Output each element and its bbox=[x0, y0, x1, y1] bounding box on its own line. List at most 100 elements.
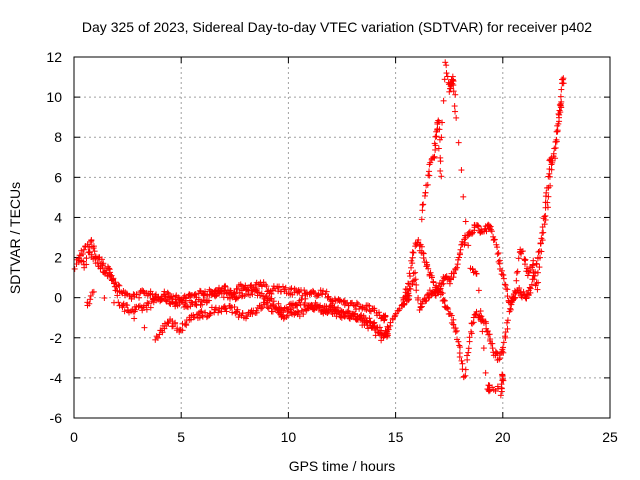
data-point bbox=[523, 265, 530, 272]
data-point bbox=[419, 201, 426, 208]
data-point bbox=[556, 101, 563, 108]
data-point bbox=[421, 192, 428, 199]
data-point bbox=[364, 302, 371, 309]
data-point bbox=[172, 320, 179, 327]
data-point bbox=[512, 294, 519, 301]
data-point bbox=[279, 283, 286, 290]
data-point bbox=[442, 59, 449, 66]
data-point bbox=[554, 128, 561, 135]
data-point bbox=[450, 88, 457, 95]
series-upper-branch bbox=[75, 236, 389, 324]
data-point bbox=[426, 168, 433, 175]
chart-title: Day 325 of 2023, Sidereal Day-to-day VTE… bbox=[82, 19, 592, 35]
data-point bbox=[255, 289, 262, 296]
data-point bbox=[453, 327, 460, 334]
data-point bbox=[503, 319, 510, 326]
data-point bbox=[222, 283, 229, 290]
data-point bbox=[473, 270, 480, 277]
data-point bbox=[552, 155, 559, 162]
data-point bbox=[446, 88, 453, 95]
data-point bbox=[178, 297, 185, 304]
data-point bbox=[353, 299, 360, 306]
data-point bbox=[514, 268, 521, 275]
data-point bbox=[109, 276, 116, 283]
data-point bbox=[202, 309, 209, 316]
series-post-15h-b bbox=[399, 100, 565, 314]
y-tick-label: -2 bbox=[50, 330, 63, 346]
data-point bbox=[314, 292, 321, 299]
x-tick-label: 15 bbox=[388, 429, 404, 445]
data-point bbox=[376, 324, 383, 331]
data-point bbox=[291, 285, 298, 292]
data-point bbox=[526, 269, 533, 276]
y-tick-label: 2 bbox=[54, 250, 62, 266]
data-point bbox=[435, 145, 442, 152]
data-point bbox=[496, 356, 503, 363]
data-point bbox=[441, 76, 448, 83]
data-point bbox=[472, 311, 479, 318]
data-point bbox=[133, 291, 140, 298]
data-point bbox=[205, 297, 212, 304]
data-point bbox=[428, 274, 435, 281]
data-point bbox=[548, 166, 555, 173]
data-point bbox=[504, 325, 511, 332]
data-point bbox=[231, 290, 238, 297]
data-point bbox=[513, 277, 520, 284]
data-point bbox=[395, 307, 402, 314]
data-point bbox=[152, 292, 159, 299]
data-point bbox=[501, 333, 508, 340]
data-point bbox=[409, 249, 416, 256]
data-point bbox=[253, 309, 260, 316]
data-point bbox=[342, 312, 349, 319]
y-tick-label: 10 bbox=[46, 89, 62, 105]
data-point bbox=[459, 360, 466, 367]
data-point bbox=[452, 91, 459, 98]
data-point bbox=[231, 289, 238, 296]
data-point bbox=[516, 285, 523, 292]
data-point bbox=[534, 255, 541, 262]
data-point bbox=[488, 228, 495, 235]
series-spikes bbox=[418, 59, 507, 399]
y-tick-label: -6 bbox=[50, 410, 63, 426]
data-point bbox=[337, 313, 344, 320]
data-point bbox=[456, 353, 463, 360]
data-point bbox=[435, 288, 442, 295]
data-point bbox=[112, 279, 119, 286]
data-point bbox=[450, 82, 457, 89]
data-point bbox=[418, 300, 425, 307]
data-point bbox=[268, 302, 275, 309]
data-point bbox=[558, 86, 565, 93]
data-point bbox=[363, 319, 370, 326]
data-point bbox=[234, 306, 241, 313]
data-point bbox=[254, 285, 261, 292]
data-point bbox=[108, 277, 115, 284]
data-point bbox=[154, 334, 161, 341]
x-tick-label: 25 bbox=[602, 429, 618, 445]
data-point bbox=[489, 345, 496, 352]
data-point bbox=[431, 140, 438, 147]
data-point bbox=[496, 260, 503, 267]
data-point bbox=[300, 311, 307, 318]
data-point bbox=[441, 297, 448, 304]
data-point bbox=[479, 316, 486, 323]
data-point bbox=[522, 261, 529, 268]
data-point bbox=[496, 355, 503, 362]
data-point bbox=[235, 294, 242, 301]
data-point bbox=[193, 294, 200, 301]
data-point bbox=[71, 265, 78, 272]
data-point bbox=[412, 276, 419, 283]
data-point bbox=[263, 299, 270, 306]
data-point bbox=[528, 281, 535, 288]
data-point bbox=[498, 267, 505, 274]
data-point bbox=[80, 258, 87, 265]
data-point bbox=[287, 306, 294, 313]
data-point bbox=[405, 280, 412, 287]
data-point bbox=[537, 240, 544, 247]
data-series bbox=[71, 59, 567, 399]
data-point bbox=[400, 301, 407, 308]
data-point bbox=[200, 292, 207, 299]
data-point bbox=[470, 319, 477, 326]
data-point bbox=[174, 325, 181, 332]
data-point bbox=[524, 272, 531, 279]
data-point bbox=[135, 303, 142, 310]
